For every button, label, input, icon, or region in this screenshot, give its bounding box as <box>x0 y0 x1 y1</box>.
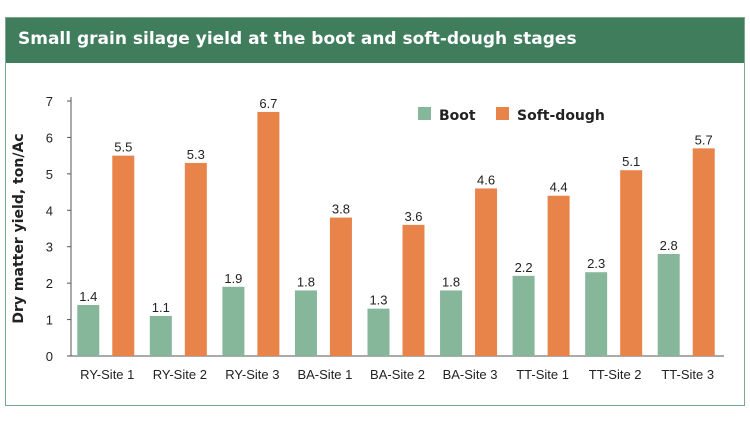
y-tick-label: 0 <box>46 349 53 364</box>
bar-soft-dough <box>112 155 135 356</box>
x-tick-label: RY-Site 1 <box>80 367 134 382</box>
bar-boot <box>367 308 390 356</box>
data-label: 4.6 <box>477 172 495 187</box>
bar-boot <box>657 254 680 356</box>
y-tick-label: 5 <box>46 167 53 182</box>
data-label: 1.9 <box>224 271 242 286</box>
data-label: 5.3 <box>187 147 205 162</box>
data-label: 1.8 <box>442 274 460 289</box>
bar-soft-dough <box>620 170 643 356</box>
data-label: 5.1 <box>622 154 640 169</box>
y-tick-label: 7 <box>46 94 53 109</box>
chart-title: Small grain silage yield at the boot and… <box>18 29 577 49</box>
bar-soft-dough <box>402 224 425 356</box>
data-label: 1.8 <box>297 274 315 289</box>
bar-soft-dough <box>475 188 498 356</box>
x-tick-label: RY-Site 2 <box>153 367 207 382</box>
bar-boot <box>512 275 535 356</box>
data-label: 4.4 <box>550 180 568 195</box>
data-label: 3.8 <box>332 202 350 217</box>
bar-soft-dough <box>547 195 570 356</box>
data-label: 1.4 <box>79 289 97 304</box>
y-tick-label: 4 <box>46 203 53 218</box>
bar-soft-dough <box>692 148 715 356</box>
bar-boot <box>149 315 172 356</box>
data-label: 1.3 <box>369 293 387 308</box>
data-label: 2.3 <box>587 256 605 271</box>
x-tick-label: TT-Site 3 <box>661 367 714 382</box>
x-tick-label: RY-Site 3 <box>225 367 279 382</box>
bar-soft-dough <box>329 217 352 356</box>
legend-label: Soft-dough <box>517 108 605 124</box>
bar-boot <box>585 272 608 356</box>
data-label: 5.5 <box>114 140 132 155</box>
bar-soft-dough <box>257 111 280 356</box>
y-tick-label: 6 <box>46 130 53 145</box>
y-tick-label: 2 <box>46 276 53 291</box>
x-tick-label: BA-Site 3 <box>443 367 498 382</box>
bar-boot <box>77 305 100 356</box>
bar-boot <box>294 290 317 356</box>
data-label: 2.2 <box>515 260 533 275</box>
y-tick-label: 1 <box>46 313 53 328</box>
data-label: 3.6 <box>404 209 422 224</box>
x-tick-label: TT-Site 1 <box>516 367 569 382</box>
bar-soft-dough <box>184 162 207 356</box>
x-tick-label: BA-Site 2 <box>370 367 425 382</box>
data-label: 1.1 <box>152 300 170 315</box>
legend-swatch <box>418 107 431 120</box>
y-tick-label: 3 <box>46 240 53 255</box>
legend-swatch <box>496 107 509 120</box>
x-tick-label: TT-Site 2 <box>589 367 642 382</box>
bar-boot <box>440 290 463 356</box>
data-label: 2.8 <box>660 238 678 253</box>
data-label: 6.7 <box>259 96 277 111</box>
bar-boot <box>222 286 245 356</box>
data-label: 5.7 <box>695 132 713 147</box>
x-tick-label: BA-Site 1 <box>297 367 352 382</box>
chart-title-bar: Small grain silage yield at the boot and… <box>6 18 744 63</box>
y-axis-title: Dry matter yield, ton/Ac <box>11 133 27 323</box>
legend-label: Boot <box>439 108 476 124</box>
